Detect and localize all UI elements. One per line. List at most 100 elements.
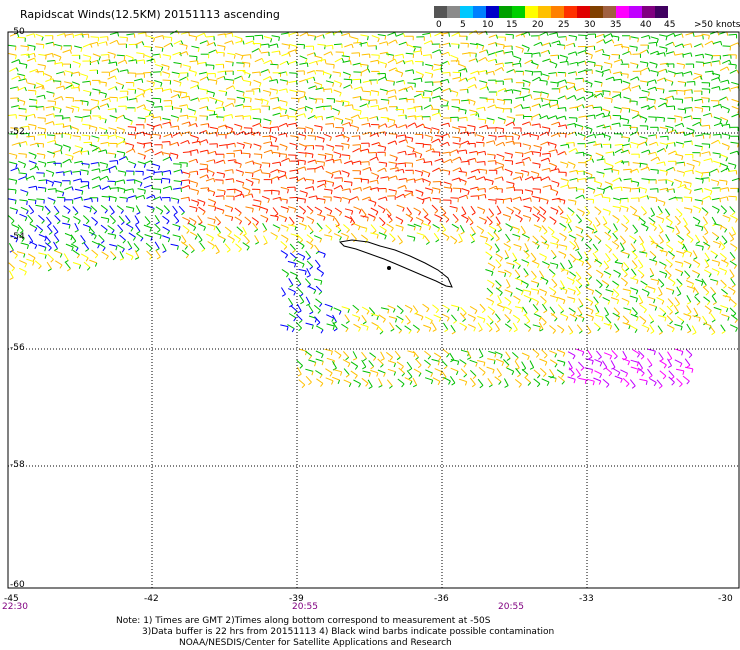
wind-barb: [361, 359, 367, 368]
wind-barb: [181, 234, 187, 242]
wind-barb: [533, 224, 542, 229]
wind-barb-flag: [494, 52, 497, 57]
wind-barb: [324, 188, 333, 191]
wind-barb: [722, 133, 731, 136]
wind-barb: [476, 176, 485, 181]
wind-barb-flag: [546, 200, 549, 205]
wind-barb: [18, 267, 27, 273]
wind-barb-flag: [664, 273, 668, 278]
wind-barb-flag: [114, 75, 117, 80]
wind-barb-flag: [285, 238, 289, 243]
wind-barb-flag: [717, 139, 721, 145]
wind-barb-flag: [356, 196, 360, 201]
wind-barb-flag: [78, 63, 81, 68]
wind-barb: [352, 96, 361, 99]
wind-barb: [666, 32, 674, 37]
wind-barb: [577, 50, 586, 54]
wind-barb: [487, 52, 496, 56]
wind-barb: [413, 93, 422, 98]
wind-barb: [593, 106, 602, 109]
legend-label: 0: [436, 20, 442, 30]
wind-barb: [630, 76, 638, 81]
wind-barb-flag: [358, 209, 362, 214]
wind-barb: [557, 324, 565, 331]
wind-barb: [511, 226, 520, 230]
wind-barb-flag: [605, 266, 609, 270]
wind-barb-flag: [346, 229, 350, 234]
wind-barb-flag: [159, 135, 161, 140]
wind-barb-flag: [503, 119, 506, 124]
wind-barb: [630, 62, 639, 66]
wind-barb: [308, 85, 317, 89]
wind-barb-flag: [438, 167, 442, 172]
wind-barb: [253, 153, 262, 155]
wind-barb-flag: [449, 184, 452, 189]
wind-barb-flag: [85, 257, 89, 262]
wind-barb-flag: [553, 284, 558, 288]
wind-barb-flag: [314, 70, 317, 75]
wind-barb: [83, 197, 92, 201]
wind-barb-flag: [621, 263, 624, 268]
wind-barb-flag: [494, 353, 497, 358]
wind-barb-flag: [563, 362, 566, 367]
wind-barb-flag: [528, 298, 532, 303]
wind-barb: [217, 189, 226, 192]
wind-barb-flag: [518, 236, 521, 241]
wind-barb-flag: [259, 123, 262, 128]
wind-barb-flag: [658, 385, 663, 389]
wind-barb: [341, 32, 350, 37]
wind-barb-flag: [33, 33, 36, 38]
wind-barb-flag: [269, 120, 272, 125]
wind-barb-flag: [491, 283, 495, 288]
wind-barb: [574, 241, 580, 250]
wind-barb: [395, 224, 404, 228]
wind-barb: [182, 216, 190, 222]
wind-barb-flag: [123, 114, 126, 120]
wind-barb: [18, 172, 27, 175]
wind-barb-flag: [455, 58, 459, 63]
wind-barb: [649, 188, 658, 190]
wind-barb-flag: [270, 141, 273, 146]
wind-barb-flag: [602, 173, 605, 178]
wind-barb: [315, 87, 324, 90]
wind-barb-flag: [553, 291, 557, 296]
wind-barb: [431, 138, 439, 144]
wind-barb-flag: [666, 240, 670, 244]
wind-barb-flag: [680, 271, 684, 277]
wind-barb: [470, 205, 476, 213]
wind-barb-flag: [231, 32, 234, 37]
wind-barb-flag: [625, 383, 630, 387]
wind-barb: [305, 322, 314, 326]
wind-barb: [20, 125, 29, 128]
wind-barb: [674, 178, 682, 183]
wind-barb-flag: [600, 93, 604, 98]
graticule: [7, 31, 740, 589]
wind-barb-flag: [561, 380, 565, 385]
wind-barb-flag: [624, 282, 628, 287]
wind-barb: [189, 170, 198, 173]
wind-barb: [323, 88, 332, 90]
wind-barb-flag: [734, 165, 737, 170]
wind-barb: [181, 121, 190, 125]
wind-barb: [296, 43, 305, 46]
wind-barb: [693, 286, 699, 294]
wind-barb-flag: [627, 361, 631, 366]
wind-barb-flag: [565, 57, 568, 62]
wind-barb: [521, 44, 530, 49]
wind-barb: [641, 242, 646, 251]
wind-barb-flag: [193, 227, 197, 231]
wind-barb: [567, 376, 576, 380]
wind-barb: [350, 124, 359, 129]
wind-barb-flag: [495, 34, 499, 39]
wind-barb: [639, 136, 648, 139]
wind-barb: [683, 207, 693, 210]
wind-barb: [181, 185, 189, 189]
wind-barb: [441, 232, 450, 238]
wind-barb: [412, 305, 419, 313]
wind-barb-flag: [566, 219, 569, 224]
wind-barb: [279, 99, 288, 103]
wind-barb-flag: [447, 79, 450, 84]
wind-barb: [47, 100, 56, 102]
wind-barb-flag: [74, 212, 79, 216]
wind-barb-flag: [528, 157, 532, 162]
